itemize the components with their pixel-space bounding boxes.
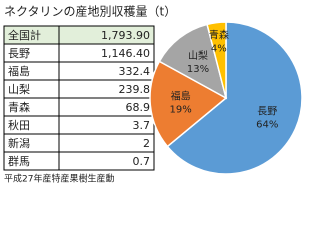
source: 平成27年産特産果樹生産動 (4, 173, 114, 185)
cell: 332.4 (119, 65, 151, 78)
cell: 68.9 (126, 101, 151, 114)
cell: 青森 (8, 100, 30, 114)
page: ネクタリンの産地別収穫量（t） 全国計 1,793.90 長野 1,146.40 福島 3… (3, 4, 303, 185)
slice-label: 福島 (171, 89, 191, 102)
pie-chart: 長野 64% 福島 19% 山梨 13% 青森 4% (149, 21, 303, 175)
cell: 秋田 (8, 118, 30, 132)
pie-slice (158, 23, 228, 100)
cell: 長野 (8, 47, 30, 60)
pie-slice (149, 60, 228, 148)
cell: 福島 (8, 64, 30, 78)
table: 全国計 1,793.90 長野 1,146.40 福島 332.4 山梨 239.8 青森 68.… (3, 25, 155, 171)
cell: 239.8 (119, 83, 151, 96)
pie-slice (166, 21, 303, 175)
table-row (3, 151, 155, 171)
slice-label: 青森 (209, 28, 229, 41)
slice-value: 13% (187, 64, 209, 75)
cell: 1,146.40 (101, 47, 150, 60)
cell: 3.7 (133, 119, 151, 132)
cell: 2 (143, 137, 150, 150)
slice-label: 長野 (257, 105, 277, 117)
slice-value: 4% (211, 43, 227, 54)
slice-value: 64% (256, 119, 278, 130)
cell: 全国計 (8, 28, 41, 42)
cell: 山梨 (8, 82, 30, 96)
cell: 群馬 (8, 154, 30, 168)
title: ネクタリンの産地別収穫量（t） (4, 4, 176, 19)
pie-slice (206, 21, 227, 99)
slice-label: 山梨 (188, 49, 208, 62)
slice-value: 19% (169, 104, 191, 115)
cell: 新潟 (8, 136, 30, 150)
cell: 0.7 (133, 155, 151, 168)
cell: 1,793.90 (101, 29, 150, 42)
